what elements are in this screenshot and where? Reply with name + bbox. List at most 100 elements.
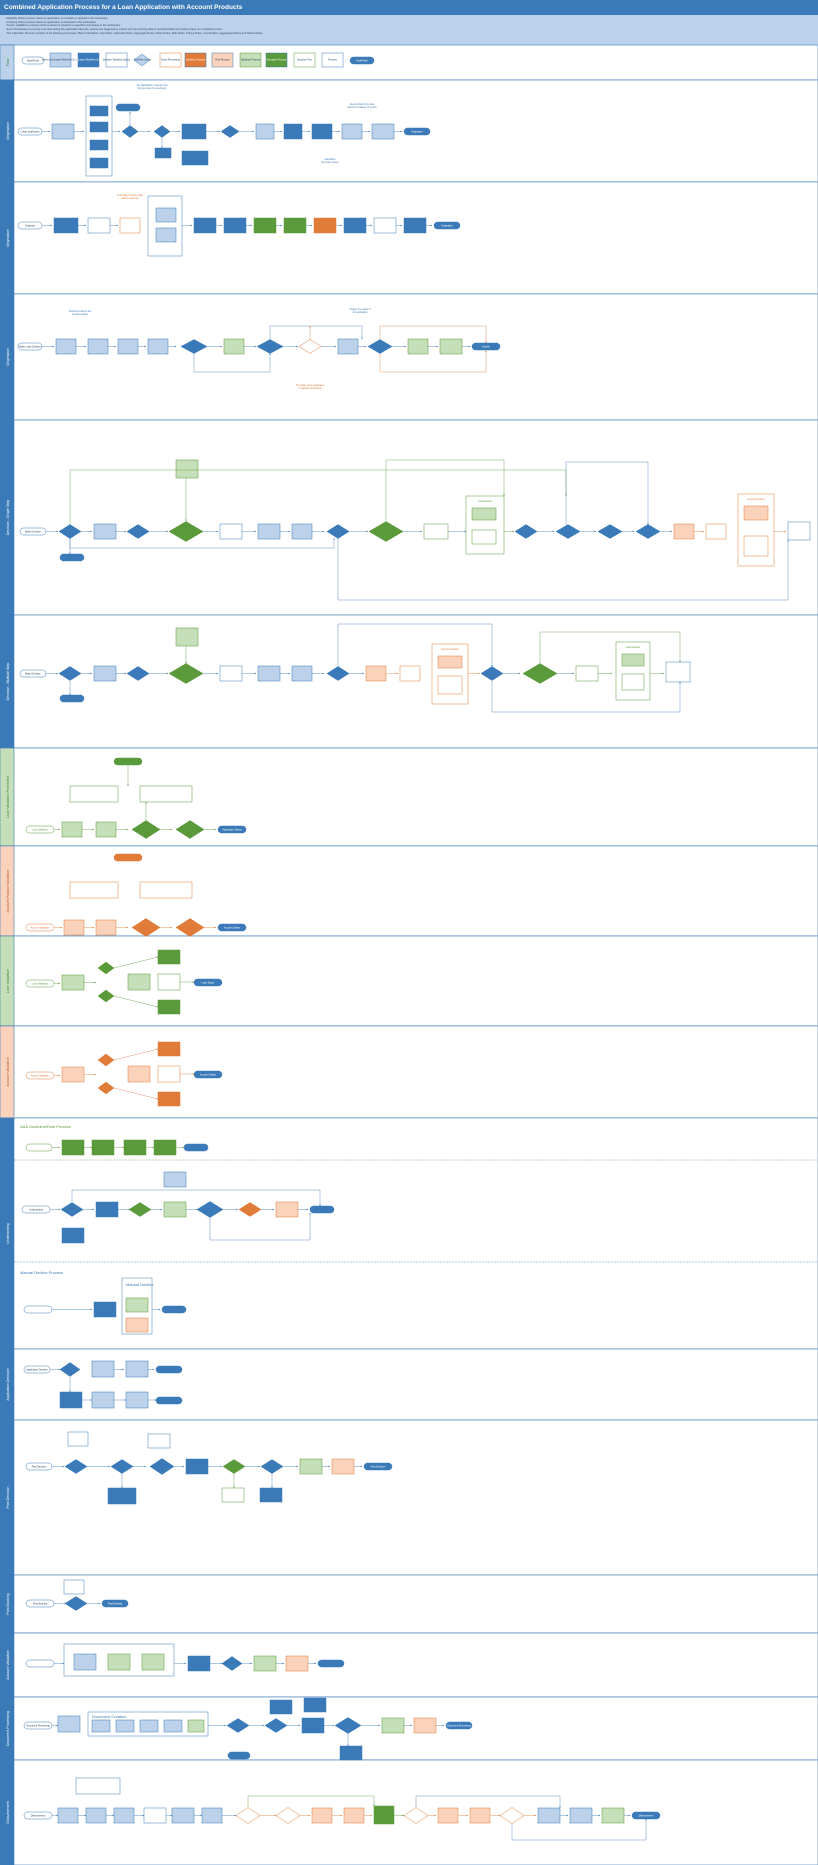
process-box [253,217,277,234]
note-line: - Eligibility Rules process check an app… [5,17,108,20]
node-label: lifecycle step of a previously [138,87,167,90]
legend-item [159,52,182,68]
node-label: Origination [441,225,453,228]
process-box [705,523,727,540]
process-box [537,1807,561,1824]
node-label: Change the status of [349,308,371,311]
swimlane-label: Account Validation [6,1650,10,1680]
process-box [125,1317,149,1333]
node-label: Decision Workflow Queue [103,59,131,62]
legend-end [349,56,375,65]
process-box [157,949,181,965]
process-box [107,1487,137,1505]
decision-diamond [131,918,161,937]
node-label: Event Processing [161,59,180,62]
node-label: AAA Guideline/Rule Process [20,1124,71,1129]
process-box [341,123,363,140]
terminator [317,1659,345,1668]
decision-diamond [131,820,161,839]
decision-diamond [220,125,240,138]
decision-diamond [264,1718,288,1733]
process-box [125,1297,149,1313]
node-label: Account Status [200,1074,217,1077]
connector-arrow [113,1087,159,1100]
connector-arrow [113,995,159,1008]
node-label: becomes unsaved on screen [347,106,377,109]
node-label: Loan Status [202,982,216,985]
swimlane-label: Application Decision [6,1368,10,1400]
process-box [621,673,645,691]
connector-arrow [511,1818,647,1841]
process-box [73,1653,97,1671]
decision-diamond [153,125,171,138]
process-box [163,1719,183,1733]
process-box [139,1719,159,1733]
process-box [55,338,77,355]
process-box [399,665,421,682]
process-box [439,338,463,355]
process-box [187,1719,205,1733]
process-box [181,150,209,166]
process-box [403,217,427,234]
process-box [373,1805,395,1825]
node-label: Post Booking [108,1603,123,1606]
process-box [301,1717,325,1734]
process-box [87,217,111,234]
node-label: Application Status [222,829,242,832]
decision-diamond [97,989,115,1003]
node-label: The application is saved to the [136,84,168,87]
connector-arrow [539,631,681,664]
legend-item [105,52,128,68]
node-label: Application Decision [26,1369,48,1372]
swimlane [0,614,818,749]
process-box [303,1697,327,1713]
process-box [665,661,691,683]
node-label: the application [353,311,369,314]
node-label: Loan Decision [478,501,493,503]
swimlane [0,293,818,421]
process-box [437,675,463,695]
process-box [89,105,109,117]
process-box [373,217,397,234]
node-label: Account Decision [747,498,765,501]
decision-diamond [60,1202,84,1217]
process-box [85,1807,107,1824]
node-label: Workflow Queue [134,59,152,62]
process-box [471,507,497,521]
swimlane [0,1348,818,1421]
process-box [91,1391,115,1409]
node-label: Workflow Process [186,59,206,62]
notes-panel: - Eligibility Rules process check an app… [0,15,818,45]
decision-diamond [175,918,205,937]
node-label: Manual Decline Process [20,1270,63,1275]
decision-diamond [97,1081,115,1095]
node-label: Underwriting [29,1209,43,1212]
terminator [309,1205,335,1214]
node-label: Validation Process [241,59,261,62]
process-box [331,1458,355,1475]
process-box [139,881,193,899]
process-box [381,1717,405,1734]
node-label: Make Loan Decision [19,346,41,349]
node-label: Start/Finish [27,60,40,63]
connector-arrow [193,353,271,373]
swimlane-label: Loan Validation [6,969,10,994]
terminator [155,1365,183,1374]
process-box [275,1201,299,1218]
swimlane-label: Underwriting [6,1223,10,1243]
node-label: Document Processing [26,1725,50,1728]
process-box [311,123,333,140]
process-box [75,1777,121,1795]
node-label: Submit the task to the [69,310,92,313]
process-box [67,1431,89,1447]
process-box [311,1807,333,1824]
decision-diamond [555,524,581,539]
swimlane-label: Disbursement [6,1801,10,1823]
connector-arrow [379,350,487,373]
decision-diamond [64,1596,88,1611]
node-label: Account Status [224,927,241,930]
process-box [743,505,769,521]
process-box [201,1807,223,1824]
process-box [337,338,359,355]
node-label: Account Validation [31,927,51,930]
